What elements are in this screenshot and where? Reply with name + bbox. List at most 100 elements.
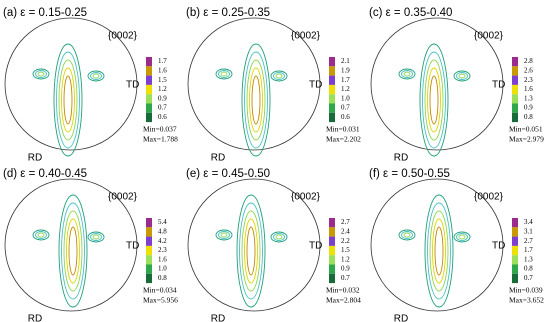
contour — [458, 234, 466, 240]
legend-level: 2.2 — [341, 237, 350, 245]
contour — [246, 59, 266, 141]
contour — [37, 71, 45, 77]
rd-label: RD — [394, 314, 408, 322]
legend-level: 1.2 — [341, 85, 350, 93]
contour — [236, 194, 266, 308]
legend-level: 0.6 — [158, 113, 167, 121]
legend-level: 0.8 — [524, 265, 533, 273]
legend-level: 0.9 — [524, 104, 533, 112]
legend-swatch — [329, 273, 335, 284]
contour — [275, 234, 283, 240]
legend-swatch — [512, 218, 518, 228]
legend-swatch — [146, 103, 152, 113]
pole-circle — [370, 178, 504, 312]
legend-level: 1.6 — [158, 67, 167, 75]
contour — [244, 51, 268, 149]
contour — [427, 202, 451, 300]
contours — [398, 194, 471, 308]
contour — [58, 59, 78, 141]
contour — [453, 231, 471, 243]
legend-swatch — [329, 84, 335, 95]
rd-label: RD — [28, 314, 42, 322]
legend-level: 1.0 — [341, 94, 350, 102]
legend-level: 2.3 — [158, 246, 167, 254]
contour — [32, 68, 50, 80]
contour — [398, 229, 416, 241]
legend-level: 5.4 — [158, 218, 167, 226]
contour — [92, 234, 100, 240]
max-label: Max=3.652 — [509, 296, 544, 305]
legend-swatch — [512, 112, 518, 123]
legend-level: 1.6 — [158, 255, 167, 263]
legend-level: 1.7 — [524, 246, 533, 254]
legend-swatch — [146, 57, 152, 67]
contour — [273, 233, 285, 241]
contour — [456, 233, 468, 241]
legend-level: 2.3 — [524, 76, 533, 84]
contour — [249, 67, 263, 133]
rd-label: RD — [211, 314, 225, 322]
max-label: Max=2.202 — [326, 135, 361, 144]
contour — [90, 233, 102, 241]
contour — [90, 72, 102, 80]
legend-level: 2.7 — [341, 218, 350, 226]
contour — [401, 231, 413, 239]
contours — [215, 43, 288, 157]
contour — [58, 194, 88, 308]
contour — [429, 210, 449, 292]
contour — [241, 43, 271, 157]
plane-label: {0002} — [291, 192, 321, 203]
rd-label: RD — [28, 153, 42, 164]
contour — [87, 70, 105, 82]
legend-swatch — [329, 245, 335, 256]
contour — [239, 202, 263, 300]
legend-swatch — [512, 84, 518, 95]
pole-circle — [370, 17, 504, 151]
contour — [422, 51, 446, 149]
legend-level: 1.5 — [341, 246, 350, 254]
plane-label: {0002} — [291, 31, 321, 42]
max-label: Max=5.956 — [143, 296, 178, 305]
contour — [61, 67, 75, 133]
legend-swatch — [512, 236, 518, 246]
contour — [403, 71, 411, 77]
contour — [434, 226, 444, 276]
rd-label: RD — [394, 153, 408, 164]
legend-level: 0.7 — [158, 104, 167, 112]
contours — [215, 194, 288, 308]
panel-title: (e) ε = 0.45-0.50 — [186, 168, 270, 180]
legend-swatch — [512, 103, 518, 113]
contours — [32, 43, 105, 157]
plane-label: {0002} — [474, 192, 504, 203]
panel-title: (c) ε = 0.35-0.40 — [369, 7, 452, 19]
contour — [66, 218, 80, 284]
contour — [432, 218, 446, 284]
panel-title: (b) ε = 0.25-0.35 — [186, 7, 270, 19]
contour — [63, 75, 73, 125]
contour — [215, 229, 233, 241]
min-label: Min=0.051 — [509, 125, 543, 134]
legend-swatch — [146, 273, 152, 284]
pole-figure-panel: (f) ε = 0.50-0.55 {0002} TD RD 3.4 3.12.71.71… — [369, 168, 544, 322]
legend-swatch — [329, 255, 335, 265]
td-label: TD — [492, 80, 505, 91]
legend-swatch — [146, 227, 152, 237]
contour — [53, 43, 83, 157]
max-label: Max=2.979 — [509, 135, 544, 144]
pole-circle — [4, 17, 138, 151]
legend-level: 0.7 — [341, 274, 350, 282]
pole-circle — [187, 178, 321, 312]
contour — [215, 68, 233, 80]
legend-swatch — [512, 245, 518, 256]
legend-swatch — [146, 255, 152, 265]
contour — [273, 72, 285, 80]
plane-label: {0002} — [108, 192, 138, 203]
legend-level: 0.9 — [158, 94, 167, 102]
contour — [251, 75, 261, 125]
legend-swatch — [512, 94, 518, 104]
contours — [32, 194, 105, 308]
legend-level: 4.2 — [158, 237, 167, 245]
contour — [403, 232, 411, 238]
contour — [275, 73, 283, 79]
legend-swatch — [329, 75, 335, 85]
